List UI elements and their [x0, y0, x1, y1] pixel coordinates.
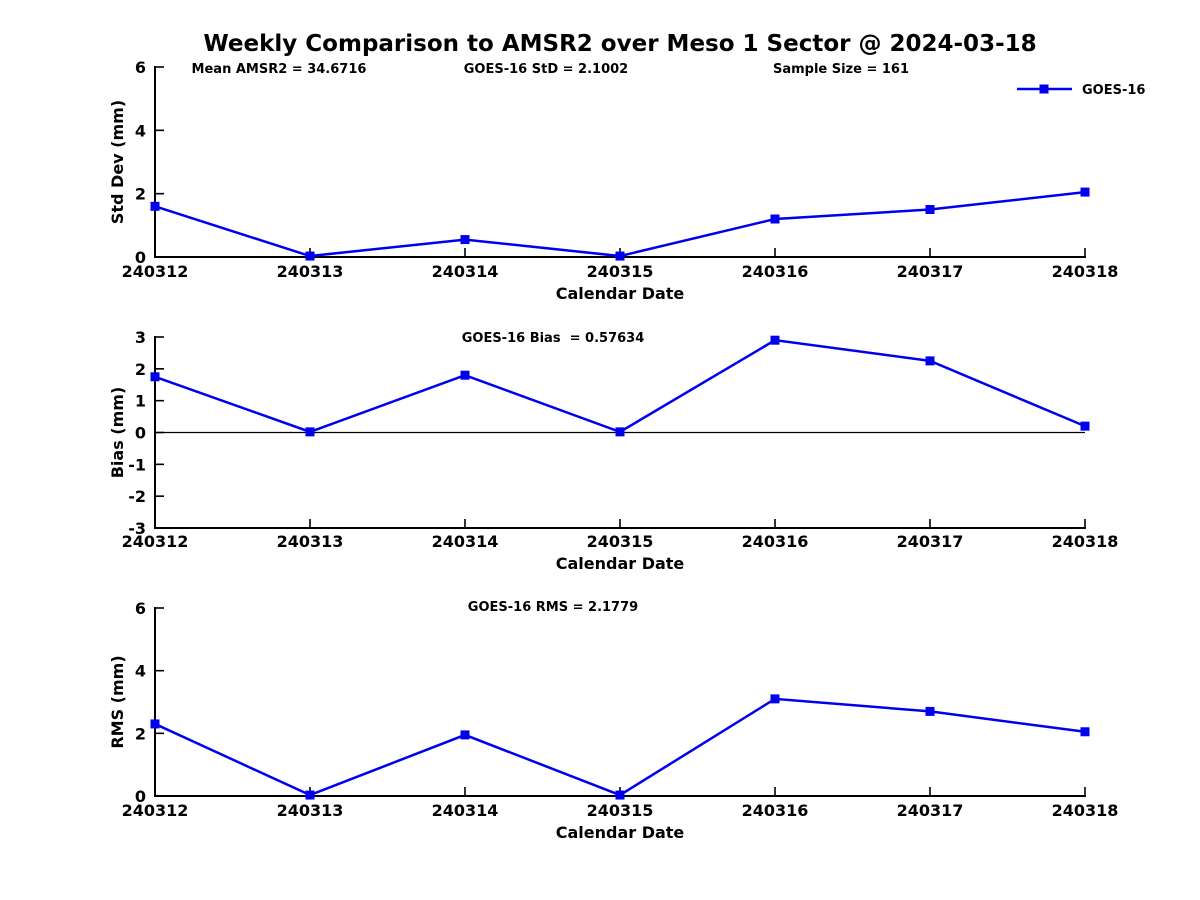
x-tick-label: 240312: [122, 262, 189, 281]
subplot-std-dev: 0 2 4 6 240312 240313 240314 240315 240316 240317…: [108, 58, 1145, 303]
x-tick-label: 240317: [897, 262, 964, 281]
data-point-marker: [150, 201, 160, 211]
y-tick-label: 1: [135, 392, 146, 411]
x-tick-label: 240317: [897, 801, 964, 820]
x-tick-label: 240313: [277, 801, 344, 820]
y-tick-label: 2: [135, 360, 146, 379]
series-line-goes-16: [154, 190, 1086, 258]
x-tick-label: 240315: [587, 262, 654, 281]
x-axis-label: Calendar Date: [556, 284, 685, 303]
y-tick-label: 6: [135, 58, 146, 77]
subplot-rms: 0 2 4 6 240312 240313 240314 240315 240316 240317…: [108, 599, 1118, 842]
legend-marker-icon: [1039, 84, 1049, 94]
data-point-marker: [925, 205, 935, 214]
data-point-marker: [925, 706, 935, 716]
x-axis-label: Calendar Date: [556, 823, 685, 842]
y-axis-label: Std Dev (mm): [108, 100, 127, 224]
data-point-marker: [770, 694, 780, 704]
data-point-marker: [615, 427, 625, 437]
x-tick-label: 240312: [122, 801, 189, 820]
data-point-marker: [925, 356, 935, 366]
y-tick-label: 0: [135, 248, 146, 267]
x-tick-label: 240313: [277, 532, 344, 551]
chart-title: Weekly Comparison to AMSR2 over Meso 1 S…: [203, 31, 1037, 57]
data-point-marker: [150, 372, 160, 382]
stat-annotation: Sample Size = 161: [773, 62, 909, 77]
data-point-marker: [615, 251, 625, 261]
legend: GOES-16: [1017, 83, 1145, 98]
y-tick-label: -1: [128, 455, 146, 474]
data-point-marker: [305, 251, 315, 261]
y-tick-label: 2: [135, 185, 146, 204]
x-tick-label: 240317: [897, 532, 964, 551]
data-point-marker: [770, 335, 780, 345]
series-line-goes-16: [154, 338, 1086, 434]
data-point-marker: [1080, 187, 1090, 197]
x-tick-label: 240314: [432, 262, 499, 281]
data-point-marker: [460, 730, 470, 740]
data-point-marker: [305, 790, 315, 800]
subplot-title: GOES-16 Bias = 0.57634: [462, 331, 645, 346]
y-tick-label: 4: [135, 121, 146, 140]
stat-annotation: Mean AMSR2 = 34.6716: [192, 62, 367, 77]
y-tick-label: 6: [135, 599, 146, 618]
x-tick-label: 240314: [432, 532, 499, 551]
x-tick-label: 240315: [587, 532, 654, 551]
x-tick-label: 240315: [587, 801, 654, 820]
data-point-marker: [305, 427, 315, 437]
data-point-marker: [770, 214, 780, 224]
x-tick-label: 240318: [1052, 801, 1119, 820]
x-tick-label: 240313: [277, 262, 344, 281]
y-tick-label: 4: [135, 662, 146, 681]
x-tick-label: 240318: [1052, 532, 1119, 551]
subplot-title: GOES-16 RMS = 2.1779: [468, 600, 638, 615]
y-tick-label: 3: [135, 328, 146, 347]
y-tick-label: 0: [135, 424, 146, 443]
y-tick-label: -2: [128, 487, 146, 506]
legend-label: GOES-16: [1082, 83, 1145, 98]
x-tick-label: 240312: [122, 532, 189, 551]
y-axis-label: RMS (mm): [108, 655, 127, 748]
x-tick-label: 240316: [742, 801, 809, 820]
x-tick-label: 240314: [432, 801, 499, 820]
series-line-goes-16: [154, 697, 1086, 797]
x-tick-label: 240316: [742, 262, 809, 281]
y-axis-label: Bias (mm): [108, 387, 127, 479]
data-point-marker: [150, 719, 160, 729]
stat-annotation: GOES-16 StD = 2.1002: [464, 62, 628, 77]
data-point-marker: [460, 235, 470, 245]
y-tick-label: 2: [135, 724, 146, 743]
data-point-marker: [1080, 727, 1090, 737]
x-tick-label: 240318: [1052, 262, 1119, 281]
x-axis-label: Calendar Date: [556, 554, 685, 573]
data-point-marker: [1080, 421, 1090, 431]
data-point-marker: [460, 370, 470, 380]
y-tick-label: -3: [128, 519, 146, 538]
y-tick-label: 0: [135, 787, 146, 806]
data-point-marker: [615, 790, 625, 800]
x-tick-label: 240316: [742, 532, 809, 551]
